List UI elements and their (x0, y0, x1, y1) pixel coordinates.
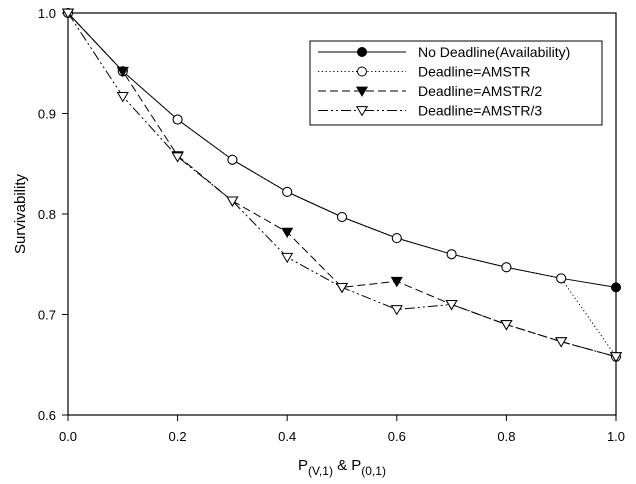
data-point (171, 152, 184, 163)
y-tick-label: 0.9 (38, 107, 56, 122)
data-point (226, 196, 239, 207)
data-point (390, 305, 403, 316)
x-tick-label: 0.4 (278, 429, 296, 444)
legend-label: Deadline=AMSTR/3 (418, 103, 542, 119)
data-point (172, 114, 183, 125)
data-point (555, 337, 568, 348)
data-point (609, 352, 623, 363)
x-axis-title-main: P (298, 457, 308, 474)
data-point (116, 66, 129, 78)
data-point (281, 227, 294, 239)
data-point (116, 92, 129, 103)
data-point (281, 252, 294, 264)
data-point (501, 262, 512, 273)
legend: No Deadline(Availability) Deadline=AMSTR D… (309, 40, 603, 126)
data-point (500, 320, 513, 331)
x-axis-title: P(V,1) & P(0,1) (298, 457, 386, 478)
data-point (390, 276, 403, 288)
x-axis-title-mid: & P (333, 457, 361, 474)
data-point (337, 212, 347, 223)
x-tick-label: 0.2 (169, 429, 187, 444)
data-point (391, 233, 402, 244)
data-point (611, 282, 621, 293)
data-point (61, 8, 75, 19)
data-point (335, 282, 349, 294)
legend-marker (355, 86, 369, 97)
y-tick-label: 0.7 (38, 308, 56, 323)
legend-label: No Deadline(Availability) (418, 44, 570, 60)
legend-marker (355, 106, 369, 117)
x-tick-label: 0.0 (59, 429, 77, 444)
x-tick-label: 1.0 (607, 429, 625, 444)
y-tick-label: 0.6 (38, 408, 56, 423)
data-point (282, 186, 293, 197)
x-tick-label: 0.8 (497, 429, 515, 444)
data-point (445, 300, 458, 311)
series-line (67, 12, 617, 358)
y-tick-label: 1.0 (38, 6, 56, 21)
data-point (227, 154, 238, 165)
y-axis-title: Survivability (12, 173, 29, 254)
x-axis-title-sub1: (V,1) (308, 464, 333, 478)
legend-marker (357, 47, 367, 57)
legend-label: Deadline=AMSTR/2 (418, 83, 542, 99)
series-4 (61, 8, 623, 363)
y-tick-label: 0.8 (38, 207, 56, 222)
legend-label: Deadline=AMSTR (418, 64, 530, 80)
legend-marker (357, 66, 367, 77)
axes-layer: 0.0 0.2 0.4 0.6 0.8 1.0 0.6 0.7 0.8 0.9 1.0 (38, 6, 625, 444)
data-point (446, 249, 457, 260)
x-tick-label: 0.6 (388, 429, 406, 444)
data-point (556, 273, 567, 284)
series-layer (61, 8, 623, 363)
x-axis-title-sub2: (0,1) (361, 464, 386, 478)
